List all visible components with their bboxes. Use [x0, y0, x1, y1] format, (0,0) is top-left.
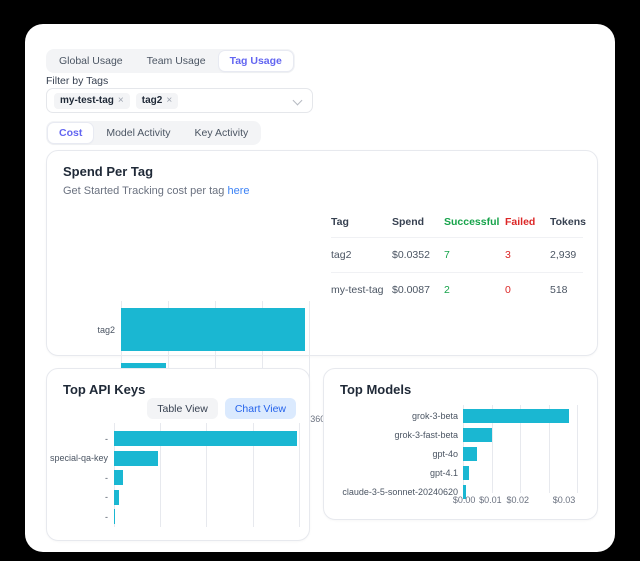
view-tabs: Cost Model Activity Key Activity — [46, 121, 262, 145]
chart-view-button[interactable]: Chart View — [224, 398, 296, 419]
table-view-button[interactable]: Table View — [147, 398, 218, 419]
category-label: special-qa-key — [49, 453, 108, 463]
top-models-chart: grok-3-beta grok-3-fast-beta gpt-4o gpt-4.1… — [324, 405, 597, 519]
chart-gridline — [491, 405, 493, 493]
remove-tag-icon[interactable]: × — [117, 94, 124, 106]
category-label: grok-3-fast-beta — [394, 430, 458, 440]
tab-global-usage[interactable]: Global Usage — [59, 55, 123, 67]
category-label: claude-3-5-sonnet-20240620 — [342, 487, 458, 497]
remove-tag-icon[interactable]: × — [166, 94, 173, 106]
cell-tag: my-test-tag — [331, 284, 384, 296]
table-row: tag2 $0.0352 7 3 2,939 — [331, 238, 583, 273]
bar — [463, 428, 492, 442]
tag-chip[interactable]: my-test-tag × — [54, 92, 130, 109]
chart-gridline — [252, 423, 254, 527]
spend-per-tag-card: Spend Per Tag Get Started Tracking cost … — [46, 150, 598, 424]
chart-gridline — [577, 405, 578, 493]
tab-team-usage[interactable]: Team Usage — [146, 55, 206, 67]
axis-tick-label: $0.03 — [552, 495, 576, 505]
cell-successful: 7 — [444, 249, 450, 261]
top-api-keys-title: Top API Keys — [63, 382, 146, 397]
chart-gridline — [121, 301, 122, 411]
chart-gridline — [160, 423, 162, 527]
category-label: grok-3-beta — [411, 411, 458, 421]
cell-tag: tag2 — [331, 249, 352, 261]
chart-gridline — [168, 301, 169, 411]
chart-gridline — [299, 423, 300, 527]
category-label: - — [105, 492, 108, 502]
spend-table: Tag Spend Successful Failed Tokens tag2 … — [331, 213, 586, 307]
bar — [114, 450, 158, 466]
top-api-keys-card: Top API Keys Table View Chart View - spec… — [46, 368, 310, 541]
tab-cost[interactable]: Cost — [48, 123, 94, 143]
spend-per-tag-subtitle: Get Started Tracking cost per tag here — [63, 185, 250, 197]
bar — [114, 431, 298, 446]
here-link[interactable]: here — [227, 185, 250, 197]
chart-gridline — [520, 405, 521, 493]
bar — [121, 308, 305, 351]
bar — [463, 466, 470, 480]
axis-tick-label: $0.01 — [479, 495, 502, 505]
cell-spend: $0.0087 — [392, 284, 430, 296]
axis-tick-label: $0.00 — [452, 495, 476, 505]
bar — [463, 485, 467, 499]
chart-gridline — [309, 301, 310, 411]
bar — [114, 489, 120, 505]
category-label: gpt-4.1 — [429, 468, 458, 478]
spend-per-tag-title: Spend Per Tag — [63, 164, 154, 179]
category-label: - — [105, 472, 108, 483]
cell-tokens: 2,939 — [550, 249, 577, 261]
app-window: Global Usage Team Usage Tag Usage Filter… — [25, 24, 615, 552]
tab-tag-usage[interactable]: Tag Usage — [218, 51, 293, 71]
axis-tick-label: $0.02 — [506, 495, 529, 505]
bar — [114, 509, 116, 524]
bar — [463, 409, 570, 423]
col-tag: Tag — [331, 216, 349, 228]
view-toggle: Table View Chart View — [147, 398, 296, 419]
tag-chip-label: tag2 — [141, 95, 163, 106]
tab-model-activity[interactable]: Model Activity — [106, 127, 171, 139]
tag-chip[interactable]: tag2 × — [135, 92, 179, 109]
chart-gridline — [205, 423, 207, 527]
subtitle-text: Get Started Tracking cost per tag — [63, 185, 228, 197]
filter-by-tags-label: Filter by Tags — [46, 75, 109, 87]
cell-successful: 2 — [444, 284, 450, 296]
bar — [114, 470, 123, 485]
tab-key-activity[interactable]: Key Activity — [194, 127, 249, 139]
tag-filter-select[interactable]: my-test-tag × tag2 × — [46, 88, 313, 113]
bar — [463, 447, 478, 461]
cell-failed: 3 — [505, 249, 511, 261]
cell-tokens: 518 — [550, 284, 568, 296]
category-label: tag2 — [97, 324, 115, 335]
category-label: - — [105, 511, 108, 522]
cell-spend: $0.0352 — [392, 249, 430, 261]
col-successful: Successful — [444, 216, 500, 228]
category-label: - — [105, 433, 108, 444]
table-row: my-test-tag $0.0087 2 0 518 — [331, 273, 583, 307]
top-models-title: Top Models — [340, 382, 412, 397]
chart-gridline — [548, 405, 550, 493]
col-spend: Spend — [392, 216, 425, 228]
tag-chip-label: my-test-tag — [60, 95, 114, 106]
chevron-down-icon[interactable] — [292, 95, 303, 106]
category-label: gpt-4o — [432, 449, 458, 459]
top-api-keys-chart: - special-qa-key - - - — [47, 423, 309, 540]
spend-table-header: Tag Spend Successful Failed Tokens — [331, 213, 586, 238]
chart-gridline — [262, 301, 263, 411]
cell-failed: 0 — [505, 284, 511, 296]
col-failed: Failed — [505, 216, 536, 228]
chart-gridline — [215, 301, 216, 411]
usage-tabs: Global Usage Team Usage Tag Usage — [46, 49, 295, 73]
col-tokens: Tokens — [550, 216, 586, 228]
top-models-card: Top Models grok-3-beta grok-3-fast-beta gp… — [323, 368, 598, 520]
